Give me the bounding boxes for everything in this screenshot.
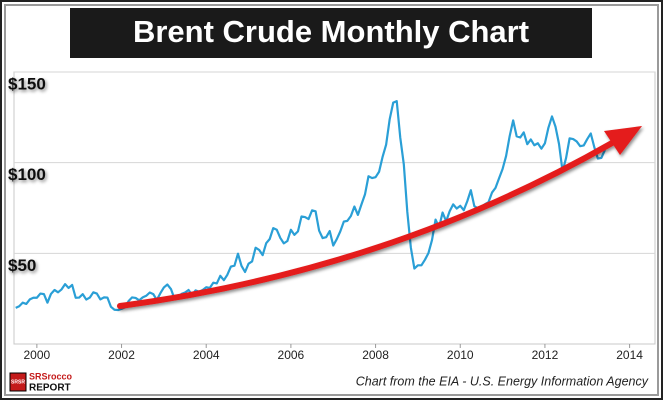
logo-icon (9, 372, 27, 392)
x-tick-label: 2000 (24, 348, 51, 362)
title-box (70, 8, 592, 58)
x-tick-label: 2002 (108, 348, 135, 362)
x-tick-label: 2004 (193, 348, 220, 362)
x-tick-label: 2006 (278, 348, 305, 362)
trend-arrow (117, 126, 642, 309)
price-line (15, 100, 606, 312)
logo-small: SRSR (11, 379, 25, 385)
x-tick-label: 2012 (532, 348, 559, 362)
source-note: Chart from the EIA - U.S. Energy Informa… (356, 374, 649, 388)
y-tick-label: $50 (8, 256, 36, 275)
arrow-shaft (117, 140, 615, 309)
inner-frame (4, 4, 659, 396)
x-tick-label: 2014 (616, 348, 643, 362)
x-tick-label: 2008 (362, 348, 389, 362)
logo-top: SRSrocco (29, 371, 73, 381)
logo-bottom: REPORT (29, 383, 71, 394)
chart-title: Brent Crude Monthly Chart (133, 14, 529, 49)
x-tick-label: 2010 (447, 348, 474, 362)
arrow-head (604, 126, 642, 155)
y-tick-label: $150 (8, 74, 46, 93)
y-tick-label: $100 (8, 165, 46, 184)
